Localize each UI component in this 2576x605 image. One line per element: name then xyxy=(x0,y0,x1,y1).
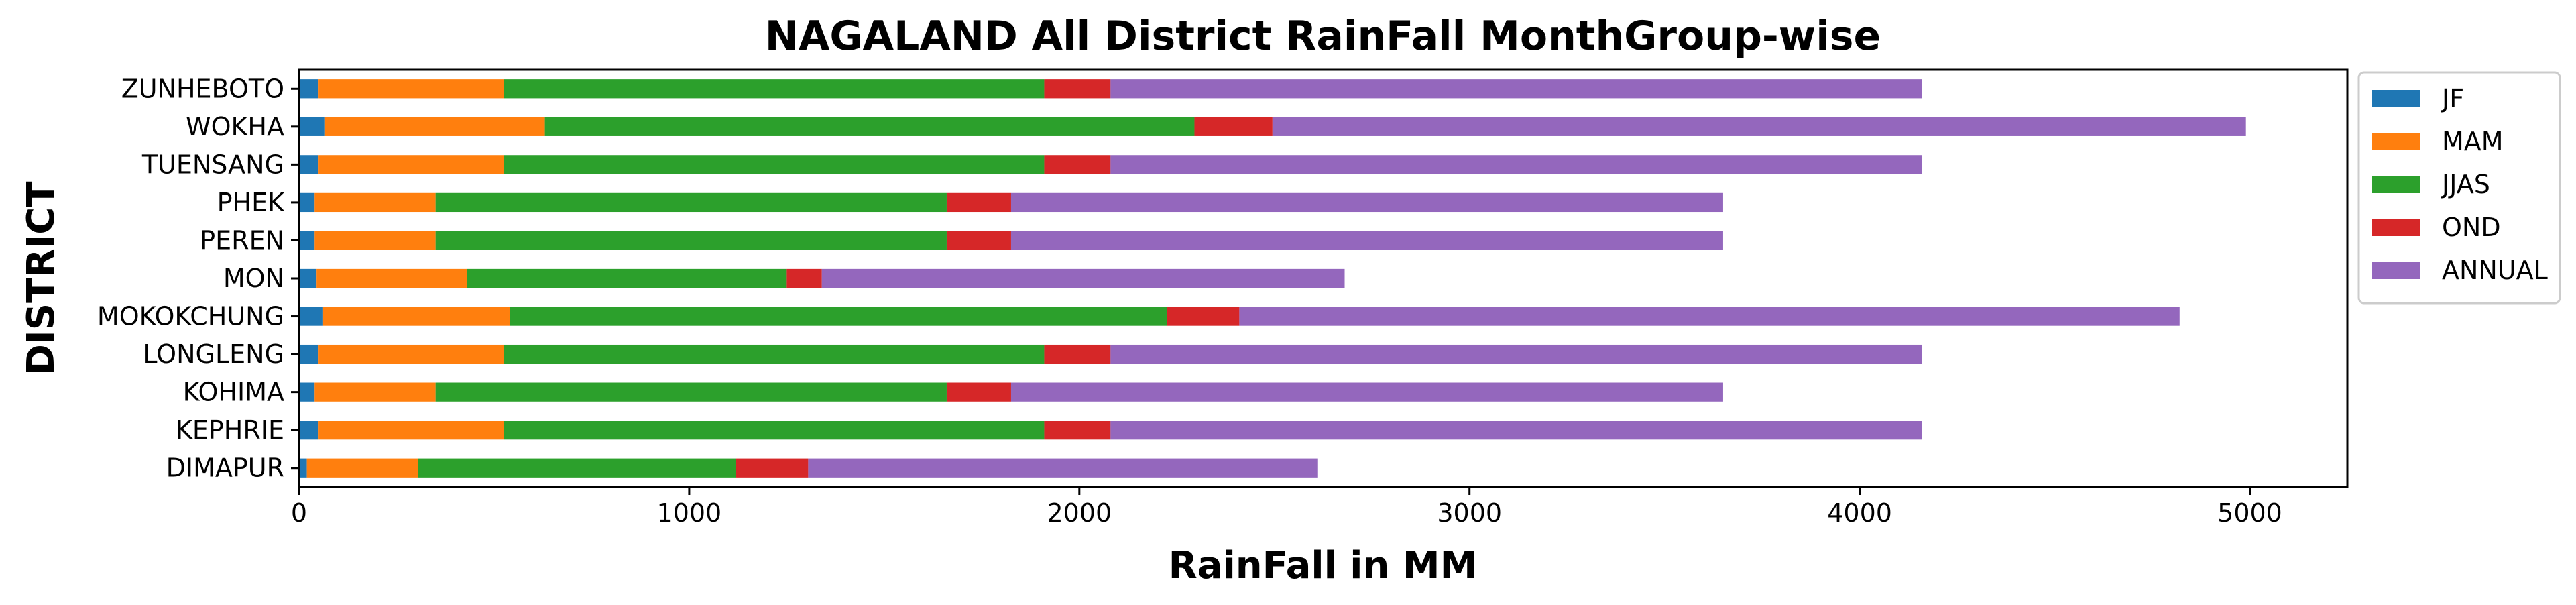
x-tick-label: 2000 xyxy=(1047,498,1112,528)
y-tick-label-longleng: LONGLENG xyxy=(143,339,284,369)
bar-zunheboto-jf xyxy=(299,79,319,99)
bar-phek-annual xyxy=(1010,192,1723,213)
bar-peren-annual xyxy=(1010,231,1723,250)
y-axis-label: DISTRICT xyxy=(19,181,63,375)
bar-peren-ond xyxy=(946,231,1011,250)
legend-swatch-jjas xyxy=(2372,176,2420,193)
bar-kohima-jjas xyxy=(435,382,947,402)
legend-label-jf: JF xyxy=(2441,84,2464,113)
bar-mon-mam xyxy=(316,268,467,288)
bar-dimapur-annual xyxy=(808,458,1318,478)
bar-longleng-annual xyxy=(1110,344,1922,364)
bar-tuensang-mam xyxy=(318,155,504,174)
bar-dimapur-jjas xyxy=(418,458,736,478)
bar-kephrie-ond xyxy=(1044,421,1111,440)
bar-peren-mam xyxy=(314,231,436,250)
bar-wokha-mam xyxy=(324,117,545,136)
legend-swatch-annual xyxy=(2372,262,2420,279)
bar-zunheboto-mam xyxy=(318,79,504,99)
bar-longleng-mam xyxy=(318,344,504,364)
legend-swatch-mam xyxy=(2372,133,2420,150)
y-tick-label-wokha: WOKHA xyxy=(186,112,284,142)
x-tick-label: 0 xyxy=(291,498,307,528)
bar-peren-jjas xyxy=(435,231,947,250)
bar-wokha-annual xyxy=(1272,117,2246,136)
x-tick-label: 1000 xyxy=(657,498,722,528)
bar-mon-jf xyxy=(299,268,317,288)
x-tick-label: 5000 xyxy=(2217,498,2282,528)
bar-dimapur-ond xyxy=(736,458,809,478)
bar-tuensang-annual xyxy=(1110,155,1922,174)
chart-title: NAGALAND All District RainFall MonthGrou… xyxy=(765,13,1881,60)
legend-label-mam: MAM xyxy=(2442,127,2504,156)
bar-mokokchung-ond xyxy=(1167,307,1240,326)
bar-kephrie-jjas xyxy=(504,421,1045,440)
bar-kephrie-mam xyxy=(318,421,504,440)
bar-mon-annual xyxy=(821,268,1345,288)
y-tick-label-zunheboto: ZUNHEBOTO xyxy=(121,74,284,103)
bar-longleng-jf xyxy=(299,344,319,364)
y-axis-ticks: DIMAPUR KEPHRIE KOHIMA LONGLENG MOKOKCHUNG MO… xyxy=(97,74,299,483)
bar-phek-jjas xyxy=(435,192,947,213)
bar-zunheboto-ond xyxy=(1044,79,1111,99)
bar-mokokchung-mam xyxy=(322,307,510,326)
bar-phek-ond xyxy=(946,192,1011,213)
bar-peren-jf xyxy=(299,231,315,250)
bar-tuensang-jjas xyxy=(504,155,1045,174)
x-axis-ticks: 0 1000 2000 3000 4000 5000 xyxy=(291,487,2282,528)
bar-zunheboto-jjas xyxy=(504,79,1045,99)
bar-mon-ond xyxy=(786,268,822,288)
bar-dimapur-jf xyxy=(299,458,307,478)
y-tick-label-mon: MON xyxy=(223,264,284,293)
bar-longleng-jjas xyxy=(504,344,1045,364)
bar-kephrie-jf xyxy=(299,421,319,440)
bar-wokha-jf xyxy=(299,117,325,136)
legend-box xyxy=(2357,71,2561,305)
bar-dimapur-mam xyxy=(306,458,418,478)
bar-kohima-mam xyxy=(314,382,436,402)
bar-longleng-ond xyxy=(1044,344,1111,364)
y-tick-label-peren: PEREN xyxy=(200,225,284,255)
bar-mokokchung-annual xyxy=(1239,307,2180,326)
legend-label-jjas: JJAS xyxy=(2441,170,2490,199)
bar-tuensang-ond xyxy=(1044,155,1111,174)
bar-tuensang-jf xyxy=(299,155,319,174)
bar-phek-mam xyxy=(314,192,436,213)
bar-zunheboto-annual xyxy=(1110,79,1922,99)
legend-label-ond: OND xyxy=(2442,213,2501,242)
y-tick-label-mokokchung: MOKOKCHUNG xyxy=(97,302,284,331)
x-axis-label: RainFall in MM xyxy=(1169,544,1478,588)
bar-wokha-ond xyxy=(1194,117,1273,136)
x-tick-label: 4000 xyxy=(1827,498,1892,528)
bar-mokokchung-jf xyxy=(299,307,323,326)
bar-kohima-annual xyxy=(1010,382,1723,402)
bar-kephrie-annual xyxy=(1110,421,1922,440)
y-tick-label-dimapur: DIMAPUR xyxy=(166,453,284,483)
legend-swatch-jf xyxy=(2372,90,2420,107)
y-tick-label-kohima: KOHIMA xyxy=(183,378,284,407)
bar-kohima-ond xyxy=(946,382,1011,402)
y-tick-label-tuensang: TUENSANG xyxy=(141,150,284,179)
bar-mokokchung-jjas xyxy=(510,307,1167,326)
legend-swatch-ond xyxy=(2372,219,2420,236)
x-tick-label: 3000 xyxy=(1437,498,1502,528)
bars-group xyxy=(299,79,2246,478)
bar-phek-jf xyxy=(299,192,315,213)
bar-mon-jjas xyxy=(467,268,787,288)
legend-label-annual: ANNUAL xyxy=(2442,256,2548,285)
bar-wokha-jjas xyxy=(544,117,1195,136)
y-tick-label-kephrie: KEPHRIE xyxy=(176,415,284,445)
y-tick-label-phek: PHEK xyxy=(217,188,285,217)
legend: JF MAM JJAS OND ANNUAL xyxy=(2357,71,2561,305)
bar-kohima-jf xyxy=(299,382,315,402)
